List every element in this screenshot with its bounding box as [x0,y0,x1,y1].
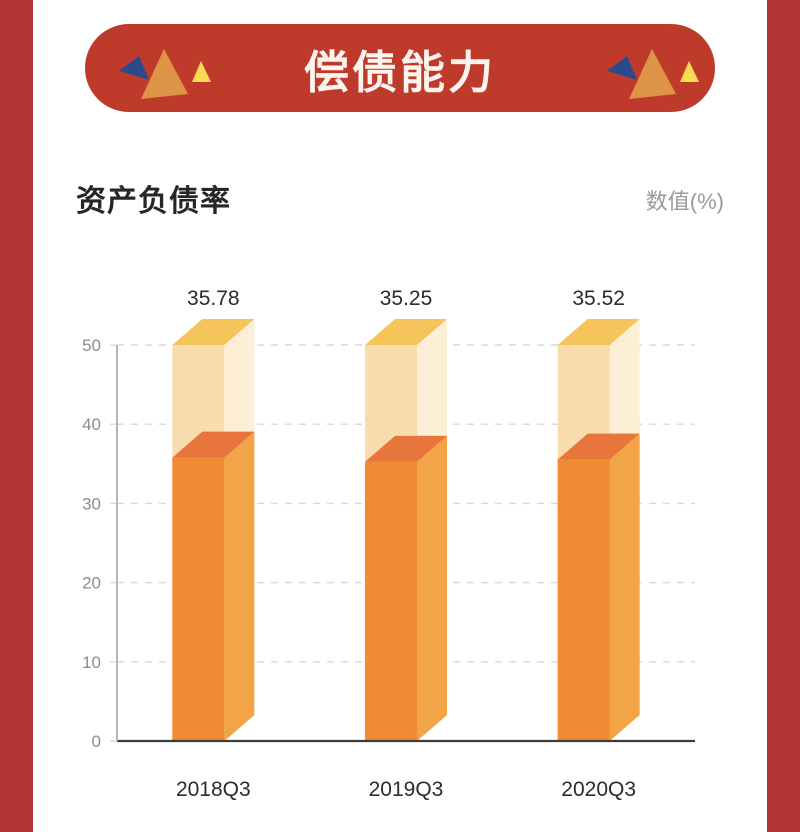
triangle-blue-icon [119,56,149,80]
triangle-yellow-icon [192,61,211,82]
y-axis-tick-label: 40 [82,415,101,434]
y-axis-tick-label: 30 [82,494,101,513]
y-axis-tick-label: 20 [82,574,101,593]
bar-front-face [365,461,417,741]
triangle-orange-icon [629,49,676,99]
bar-value-label: 35.52 [572,287,625,310]
bar-column [365,319,447,741]
x-axis-category-label: 2018Q3 [176,778,251,801]
bar-front-face [557,459,610,741]
track-top-face [172,319,255,345]
bar-top-face [172,431,255,458]
y-axis-ticks: 0 10 20 30 40 50 [82,336,117,751]
triangle-blue-icon [607,56,637,80]
banner-decoration-right [607,49,699,99]
bar-top-face [365,435,447,462]
x-axis-category-label: 2020Q3 [561,778,636,801]
header-banner: 偿债能力 [85,24,715,112]
banner-decoration-left [119,49,211,99]
bar-side-face [609,433,640,741]
bar-side-face [417,435,447,741]
value-labels: 35.78 35.25 35.52 [187,287,625,310]
bar-column [172,319,255,741]
chart-unit-label: 数值(%) [645,189,724,214]
bars-group [172,319,640,741]
bar-top-face [557,433,640,460]
banner-title: 偿债能力 [303,46,496,98]
bar-value-label: 35.25 [380,287,433,310]
track-top-face [557,319,640,345]
track-top-face [365,319,447,345]
chart-header: 资产负债率 数值(%) [76,176,724,234]
bar-column [557,319,640,741]
right-edge-stripe [767,0,800,832]
bar-side-face [224,431,255,741]
category-labels: 2018Q3 2019Q3 2020Q3 [176,778,636,801]
triangle-orange-icon [141,49,188,99]
y-axis-tick-label: 50 [82,336,101,355]
axis-lines [116,345,695,743]
chart-title: 资产负债率 [76,185,231,218]
x-axis-category-label: 2019Q3 [369,778,444,801]
y-axis-tick-label: 10 [82,653,101,672]
triangle-yellow-icon [680,61,699,82]
left-edge-stripe [0,0,33,832]
bar-value-label: 35.78 [187,287,240,310]
bar-front-face [172,457,225,741]
y-axis-tick-label: 0 [92,732,101,751]
